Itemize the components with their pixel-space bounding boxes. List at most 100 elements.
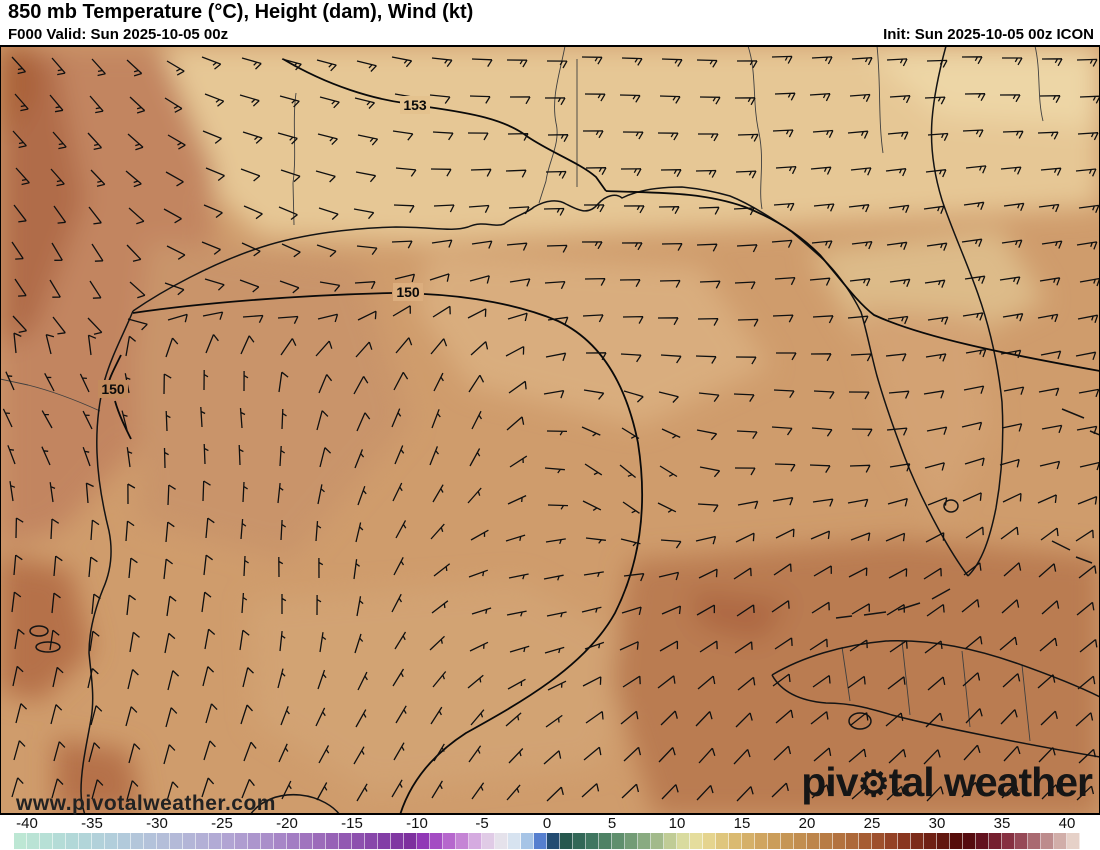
wind-barb	[163, 373, 172, 395]
colorbar-tile	[326, 833, 339, 849]
colorbar-tile	[716, 833, 729, 849]
wind-barb	[735, 170, 757, 179]
wind-barb	[657, 675, 676, 689]
wind-barb	[584, 93, 606, 102]
wind-barb	[583, 389, 605, 400]
colorbar-tick-label: -35	[81, 815, 103, 832]
wind-barb	[810, 353, 832, 362]
wind-barb	[203, 554, 213, 576]
wind-barb	[316, 59, 337, 72]
wind-barb	[545, 170, 567, 179]
wind-barb	[242, 131, 263, 144]
colorbar-tile	[209, 833, 222, 849]
wind-barb	[734, 97, 756, 106]
wind-barb	[581, 241, 603, 250]
wind-barb	[1040, 710, 1058, 726]
wind-barb	[166, 60, 185, 76]
wind-barb	[924, 279, 946, 288]
wind-barb	[1002, 130, 1024, 139]
temperature-patch	[55, 739, 142, 813]
wind-barb	[201, 241, 221, 255]
wind-barb	[11, 241, 24, 260]
wind-barb	[736, 244, 758, 253]
wind-barb	[1079, 638, 1098, 653]
wind-barb	[771, 782, 789, 798]
page-title: 850 mb Temperature (°C), Height (dam), W…	[8, 1, 474, 23]
wind-barb	[812, 315, 834, 324]
colorbar-tile	[846, 833, 859, 849]
wind-barb	[963, 562, 982, 576]
wind-barb	[774, 463, 796, 472]
wind-barb	[660, 539, 682, 549]
wind-barb	[318, 557, 324, 579]
wind-barb	[772, 497, 794, 506]
wind-barb	[167, 313, 188, 323]
wind-barb	[509, 96, 531, 105]
wind-barb	[963, 744, 981, 761]
wind-barb	[357, 310, 377, 321]
wind-barb	[429, 94, 451, 104]
wind-barb	[240, 704, 253, 725]
wind-barb	[927, 676, 946, 691]
wind-barb	[925, 532, 945, 543]
wind-barb	[887, 676, 906, 690]
wind-barb	[811, 240, 833, 249]
wind-barb	[52, 131, 67, 150]
colorbar-tile	[612, 833, 625, 849]
colorbar-tile	[66, 833, 79, 849]
wind-barb	[581, 56, 603, 65]
wind-barb	[432, 131, 454, 141]
wind-barb	[281, 58, 302, 71]
wind-barb	[773, 563, 792, 576]
wind-barb	[736, 786, 754, 802]
wind-barb	[469, 275, 490, 284]
wind-barb	[699, 280, 721, 289]
wind-barb	[733, 748, 751, 765]
wind-barb	[621, 242, 643, 251]
wind-barb	[353, 208, 375, 220]
wind-barb	[201, 56, 222, 70]
wind-barb	[999, 636, 1018, 651]
wind-barb	[15, 167, 30, 186]
wind-barb	[772, 314, 794, 323]
colorbar-tile	[1028, 833, 1041, 849]
wind-barb	[926, 603, 945, 617]
wind-barb	[622, 315, 644, 324]
wind-barb	[167, 484, 176, 506]
wind-barb	[849, 639, 868, 652]
wind-barb	[128, 557, 138, 579]
colorbar-tile	[339, 833, 352, 849]
colorbar-tile	[27, 833, 40, 849]
wind-barb	[961, 238, 983, 247]
wind-barb	[316, 594, 322, 616]
wind-barb	[661, 428, 681, 439]
wind-barb	[238, 444, 244, 466]
wind-barb	[15, 703, 28, 724]
wind-barb	[205, 703, 218, 724]
wind-barb	[657, 317, 679, 326]
wind-barb	[203, 740, 216, 761]
colorbar-tile	[196, 833, 209, 849]
wind-barb	[775, 165, 797, 175]
wind-barb	[1040, 350, 1062, 360]
wind-barb	[923, 205, 945, 214]
colorbar-tile	[599, 833, 612, 849]
wind-barb	[775, 709, 794, 724]
wind-barb	[507, 132, 529, 141]
wind-barb	[619, 464, 637, 479]
wind-barb	[964, 635, 983, 650]
wind-barb	[204, 93, 225, 107]
wind-barb	[281, 594, 287, 614]
wind-barb	[13, 204, 27, 223]
wind-barb	[773, 745, 792, 761]
wind-barb	[126, 447, 133, 468]
wind-barb	[315, 170, 336, 183]
wind-barb	[356, 60, 377, 72]
temperature-patch	[0, 46, 40, 131]
wind-barb	[697, 317, 719, 326]
wind-barb	[125, 520, 135, 542]
wind-barb	[699, 640, 718, 653]
wind-barb	[429, 446, 440, 466]
wind-barb	[659, 279, 681, 288]
wind-barb	[547, 316, 569, 325]
